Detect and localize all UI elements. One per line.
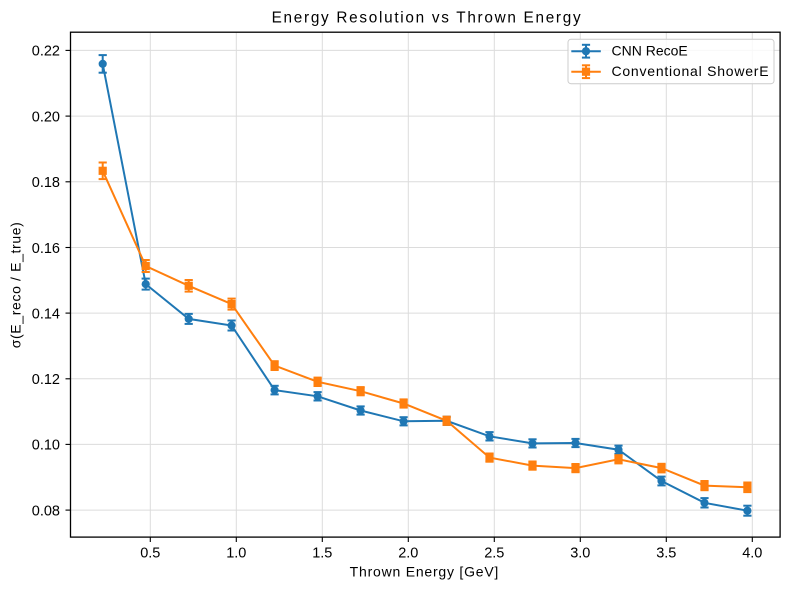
svg-text:Conventional ShowerE: Conventional ShowerE <box>612 63 770 79</box>
svg-text:3.5: 3.5 <box>656 546 676 562</box>
svg-text:4.0: 4.0 <box>742 546 762 562</box>
svg-text:0.16: 0.16 <box>32 241 60 257</box>
svg-text:0.14: 0.14 <box>32 306 60 322</box>
svg-text:CNN RecoE: CNN RecoE <box>612 43 688 59</box>
svg-text:0.5: 0.5 <box>140 546 160 562</box>
svg-text:0.10: 0.10 <box>32 438 60 454</box>
svg-text:1.0: 1.0 <box>226 546 246 562</box>
svg-text:0.20: 0.20 <box>32 109 60 125</box>
svg-text:0.12: 0.12 <box>32 372 60 388</box>
svg-text:0.08: 0.08 <box>32 503 60 519</box>
svg-text:2.5: 2.5 <box>484 546 504 562</box>
svg-text:Thrown Energy [GeV]: Thrown Energy [GeV] <box>350 563 499 579</box>
svg-text:2.0: 2.0 <box>398 546 418 562</box>
svg-text:0.22: 0.22 <box>32 44 60 60</box>
svg-text:Energy Resolution vs Thrown En: Energy Resolution vs Thrown Energy <box>272 9 583 26</box>
svg-text:3.0: 3.0 <box>570 546 590 562</box>
svg-text:1.5: 1.5 <box>312 546 332 562</box>
svg-text:σ(E_reco / E_true): σ(E_reco / E_true) <box>7 222 23 349</box>
svg-text:0.18: 0.18 <box>32 175 60 191</box>
